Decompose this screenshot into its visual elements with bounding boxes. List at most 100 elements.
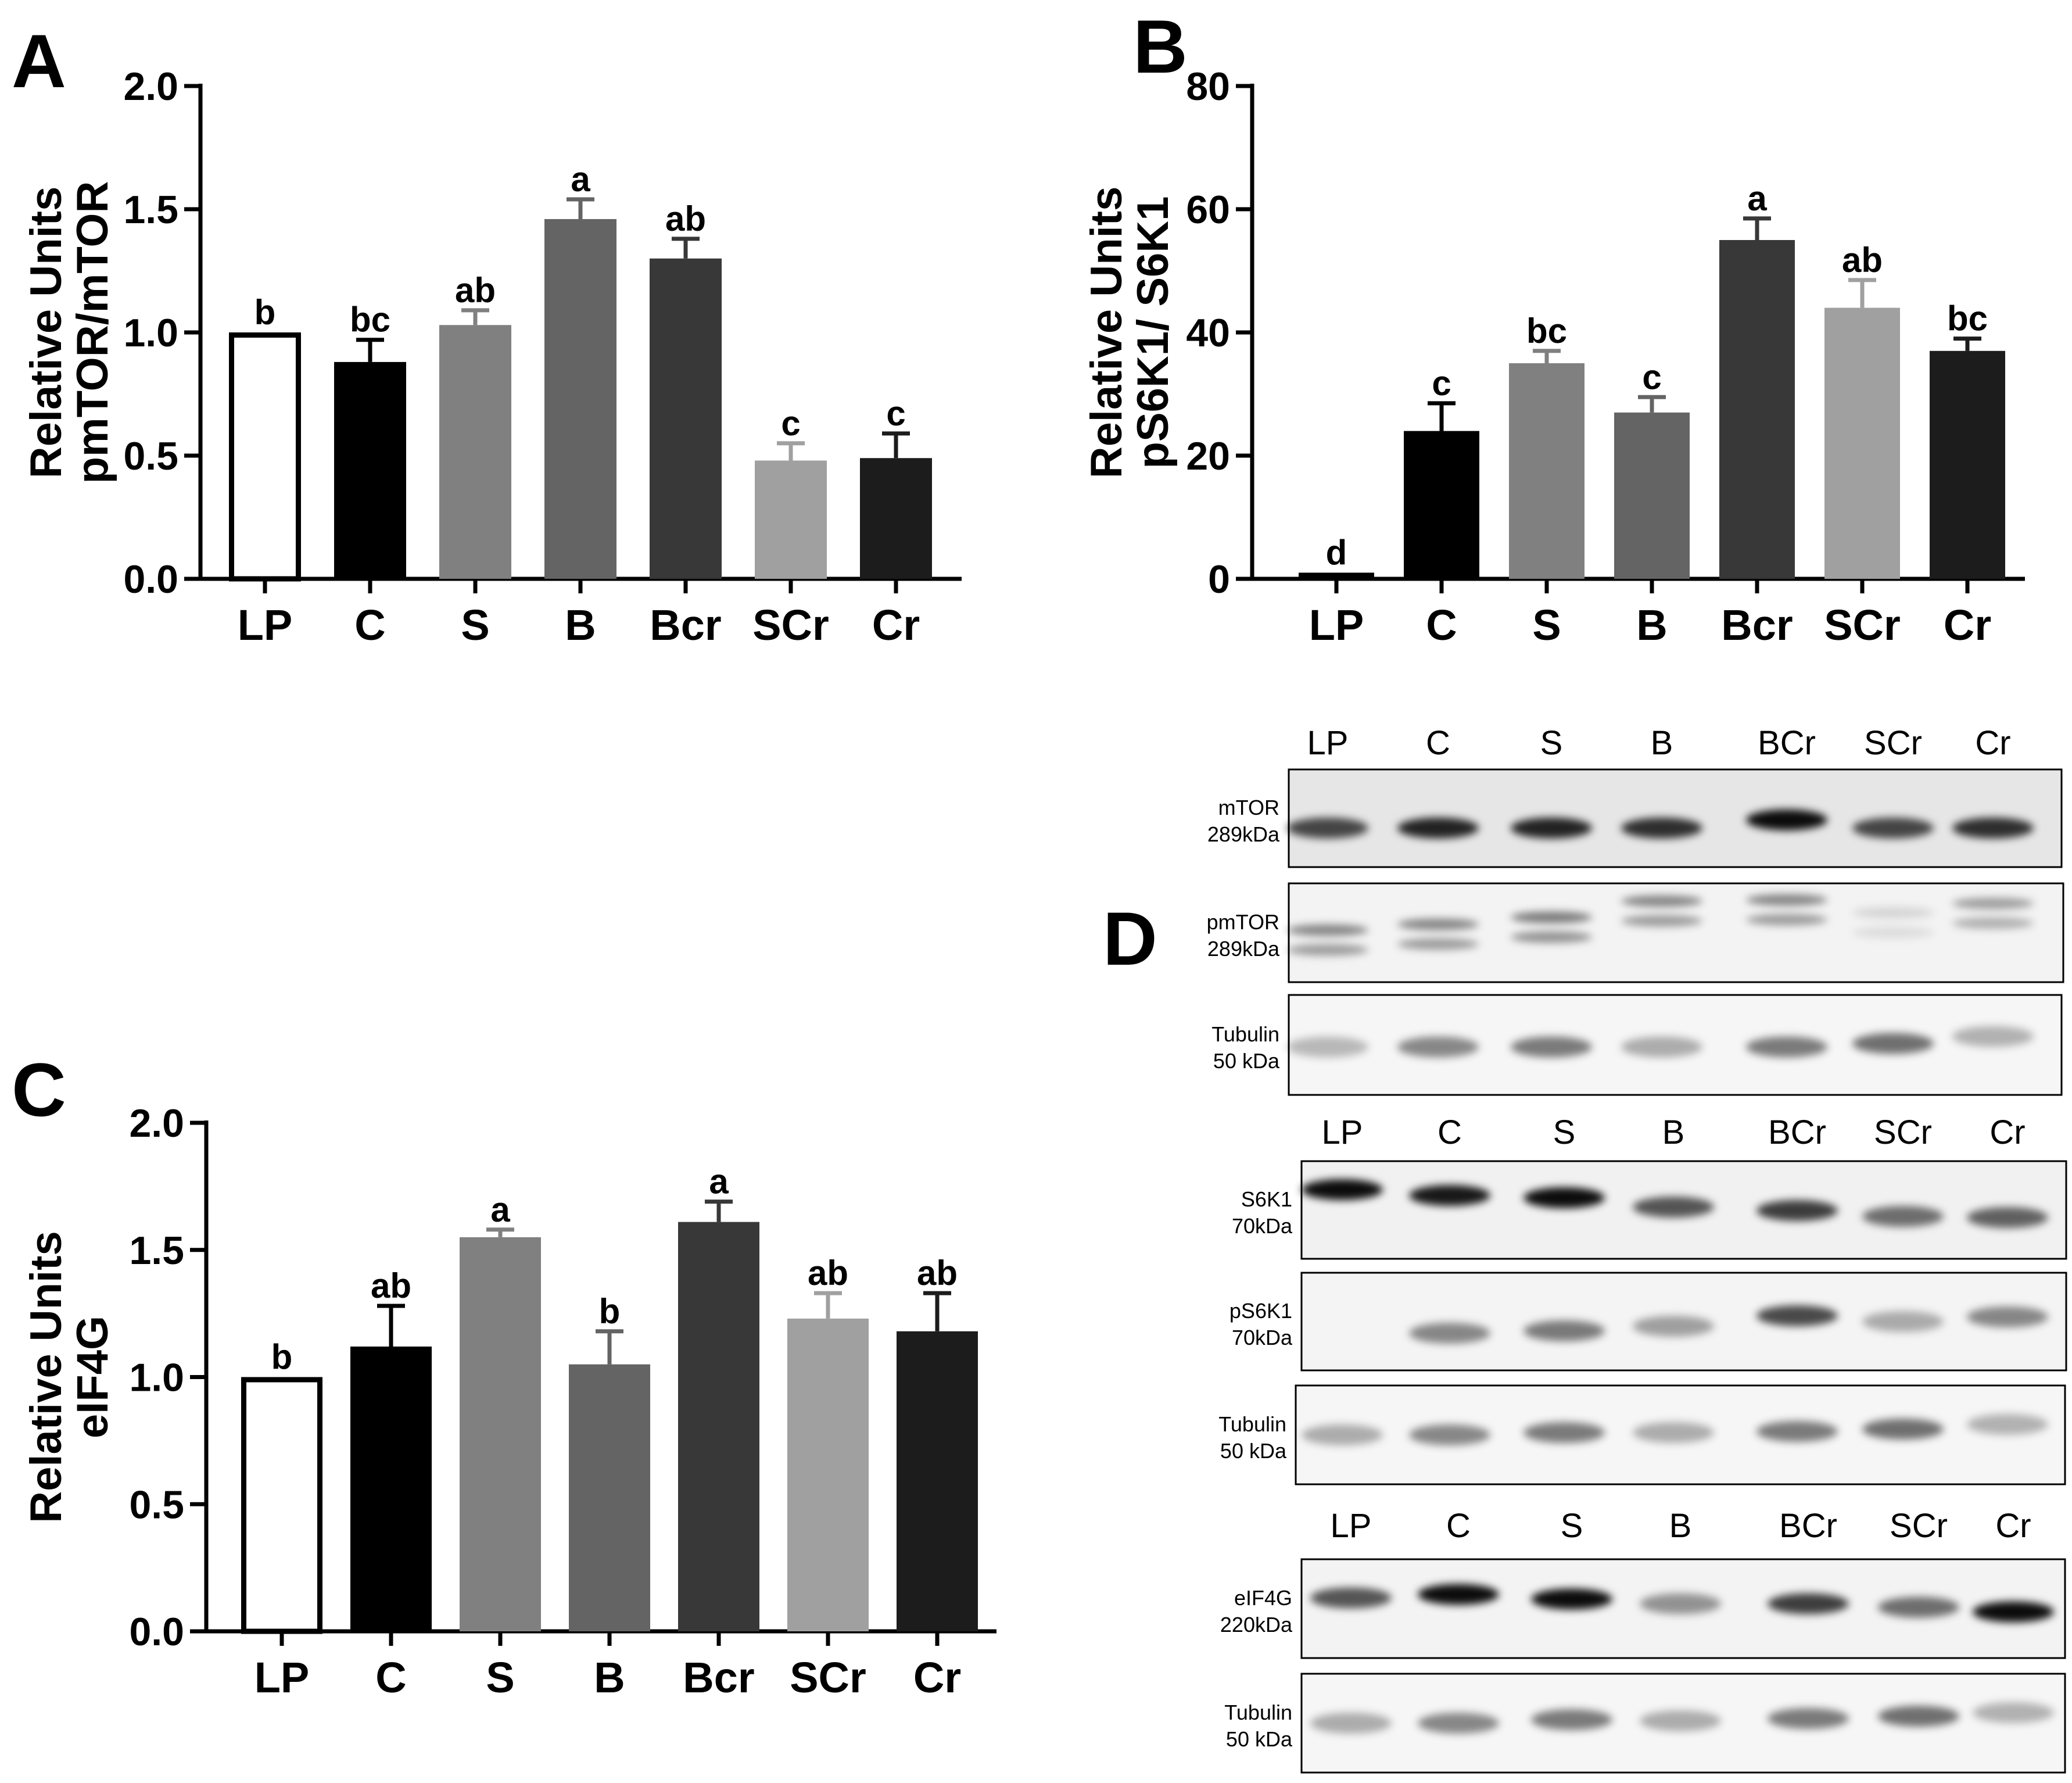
chart-c-significance-label: a xyxy=(709,1162,729,1201)
blot2-tubulin-band xyxy=(1302,1424,1383,1445)
chart-b-bar-s xyxy=(1509,363,1585,579)
blot2-lane-label: S xyxy=(1553,1114,1576,1151)
chart-c-bar-lp xyxy=(241,1377,322,1634)
chart-a-significance-label: ab xyxy=(665,199,706,238)
blot3-eif4g-band xyxy=(1640,1593,1721,1614)
chart-b-y-tick-label: 60 xyxy=(1186,188,1230,232)
chart-c-x-tick-label: LP xyxy=(254,1653,310,1702)
blot1-pmtor-band xyxy=(1511,931,1592,943)
panel-letter-c: C xyxy=(12,1047,66,1132)
chart-b-y-label-line1: Relative Units xyxy=(1082,187,1131,479)
blot1-lane-label: S xyxy=(1540,724,1563,762)
blot1-mtor-band xyxy=(1746,809,1827,830)
chart-a-significance-label: ab xyxy=(455,271,496,310)
chart-b-significance-label: a xyxy=(1747,179,1767,218)
chart-b-x-tick-label: C xyxy=(1426,601,1457,649)
chart-a-bar-bcr xyxy=(650,258,722,579)
chart-b-x-tick-label: LP xyxy=(1309,601,1364,649)
chart-a-y-label: Relative UnitspmTOR/mTOR xyxy=(21,181,117,484)
blot1-pmtor-band xyxy=(1397,938,1479,950)
blot1-pmtor-band xyxy=(1746,914,1827,926)
chart-c-y-tick-label: 1.5 xyxy=(129,1229,184,1273)
blot1-lane-label: BCr xyxy=(1758,724,1816,762)
blot3-tubulin-mw-label: 50 kDa xyxy=(1226,1727,1293,1751)
blot2-tubulin-band xyxy=(1633,1422,1714,1443)
blot3-lane-label: BCr xyxy=(1779,1507,1837,1545)
blot1-lane-label: Cr xyxy=(1975,724,2010,762)
chart-c-y-tick-label: 1.0 xyxy=(129,1356,184,1400)
chart-b-bar-lp xyxy=(1299,572,1374,579)
chart-c-x-tick-label: Bcr xyxy=(683,1653,754,1702)
blot2-s6k1-band xyxy=(1302,1179,1383,1200)
blot1-pmtor-band xyxy=(1511,911,1592,923)
blot3-tubulin-band xyxy=(1640,1710,1721,1731)
blot1-lane-label: C xyxy=(1426,724,1450,762)
chart-c-bar-cr xyxy=(897,1331,978,1631)
blot2-tubulin-mw-label: 50 kDa xyxy=(1220,1439,1287,1463)
chart-a-y-tick-label: 0.0 xyxy=(123,557,178,602)
blot3-lane-label: Cr xyxy=(1995,1507,2031,1545)
chart-b-y-tick-label: 0 xyxy=(1208,557,1230,602)
chart-b-significance-label: bc xyxy=(1947,299,1988,338)
blot2-s6k1-band xyxy=(1967,1206,2048,1228)
blot1-mtor-band xyxy=(1852,817,1934,839)
chart-c-x-tick-label: B xyxy=(594,1653,625,1702)
blot2-tubulin-band xyxy=(1409,1424,1490,1445)
blot1-tubulin-band xyxy=(1397,1036,1479,1058)
blot2-ps6k1-band xyxy=(1967,1306,2048,1327)
chart-b-significance-label: ab xyxy=(1842,241,1883,280)
blot2-s6k1-mw-label: 70kDa xyxy=(1232,1214,1293,1238)
chart-c-bar-scr xyxy=(787,1318,869,1631)
blot3-lane-label: LP xyxy=(1331,1507,1372,1545)
blot3-tubulin-protein-label: Tubulin xyxy=(1224,1700,1292,1724)
blot3-tubulin-band xyxy=(1310,1713,1392,1734)
blot2-ps6k1-band xyxy=(1633,1316,1714,1337)
blot1-pmtor-band xyxy=(1952,917,2034,929)
chart-c-y-label-line1: Relative Units xyxy=(21,1231,71,1523)
blot2-s6k1-membrane xyxy=(1300,1160,2067,1260)
blot1-pmtor-band xyxy=(1621,915,1702,927)
chart-b-x-tick-label: Cr xyxy=(1944,601,1991,649)
chart-c-bar-bcr xyxy=(678,1222,759,1631)
blot2-ps6k1-band xyxy=(1862,1311,1944,1332)
blot2-s6k1-band xyxy=(1633,1196,1714,1218)
chart-a: 0.0 0.5 1.0 1.5 2.0 Relative UnitspmTOR/mTOR b… xyxy=(21,65,962,649)
blot2-tubulin-band xyxy=(1523,1422,1605,1443)
blot3-eif4g-band xyxy=(1973,1601,2054,1623)
chart-b-bar-cr xyxy=(1930,350,2005,579)
blot1-tubulin-band xyxy=(1511,1036,1592,1058)
blot1-mtor-band xyxy=(1511,817,1592,839)
chart-b-bar-c xyxy=(1404,431,1479,579)
blot2-lane-label: SCr xyxy=(1874,1114,1932,1151)
blot1-mtor-mw-label: 289kDa xyxy=(1207,822,1280,846)
chart-a-bar-c xyxy=(334,361,406,579)
blot2-s6k1-protein-label: S6K1 xyxy=(1241,1187,1292,1211)
blot2-ps6k1-band xyxy=(1523,1320,1605,1341)
chart-c-x-tick-label: C xyxy=(375,1653,406,1702)
chart-b-x-tick-label: B xyxy=(1636,601,1667,649)
chart-c-significance-label: ab xyxy=(371,1266,411,1305)
blot3-tubulin-band xyxy=(1418,1713,1499,1734)
blot2-lane-label: BCr xyxy=(1768,1114,1826,1151)
panel-letter-a: A xyxy=(12,19,66,103)
blot3-lane-label: S xyxy=(1561,1507,1583,1545)
chart-a-significance-label: b xyxy=(254,293,276,332)
blot2-lane-label: B xyxy=(1662,1114,1685,1151)
blot1-pmtor-band xyxy=(1746,894,1827,906)
blot3-eif4g-band xyxy=(1878,1596,1959,1618)
chart-a-x-tick-label: C xyxy=(354,601,385,649)
chart-a-x-tick-label: SCr xyxy=(752,601,829,649)
blot2-lane-label: C xyxy=(1438,1114,1462,1151)
chart-c-x-tick-label: Cr xyxy=(913,1653,961,1702)
blot2-lane-label: LP xyxy=(1322,1114,1363,1151)
blot1-tubulin-band xyxy=(1746,1036,1827,1058)
blot1-lane-label: SCr xyxy=(1864,724,1922,762)
chart-b-x-tick-label: Bcr xyxy=(1721,601,1793,649)
blot2-tubulin-band xyxy=(1967,1414,2048,1435)
chart-b-x-tick-label: S xyxy=(1532,601,1561,649)
chart-c-y-tick-label: 0.0 xyxy=(129,1610,184,1654)
blot1-pmtor-band xyxy=(1852,926,1934,939)
chart-a-y-label-line2: pmTOR/mTOR xyxy=(68,181,117,484)
